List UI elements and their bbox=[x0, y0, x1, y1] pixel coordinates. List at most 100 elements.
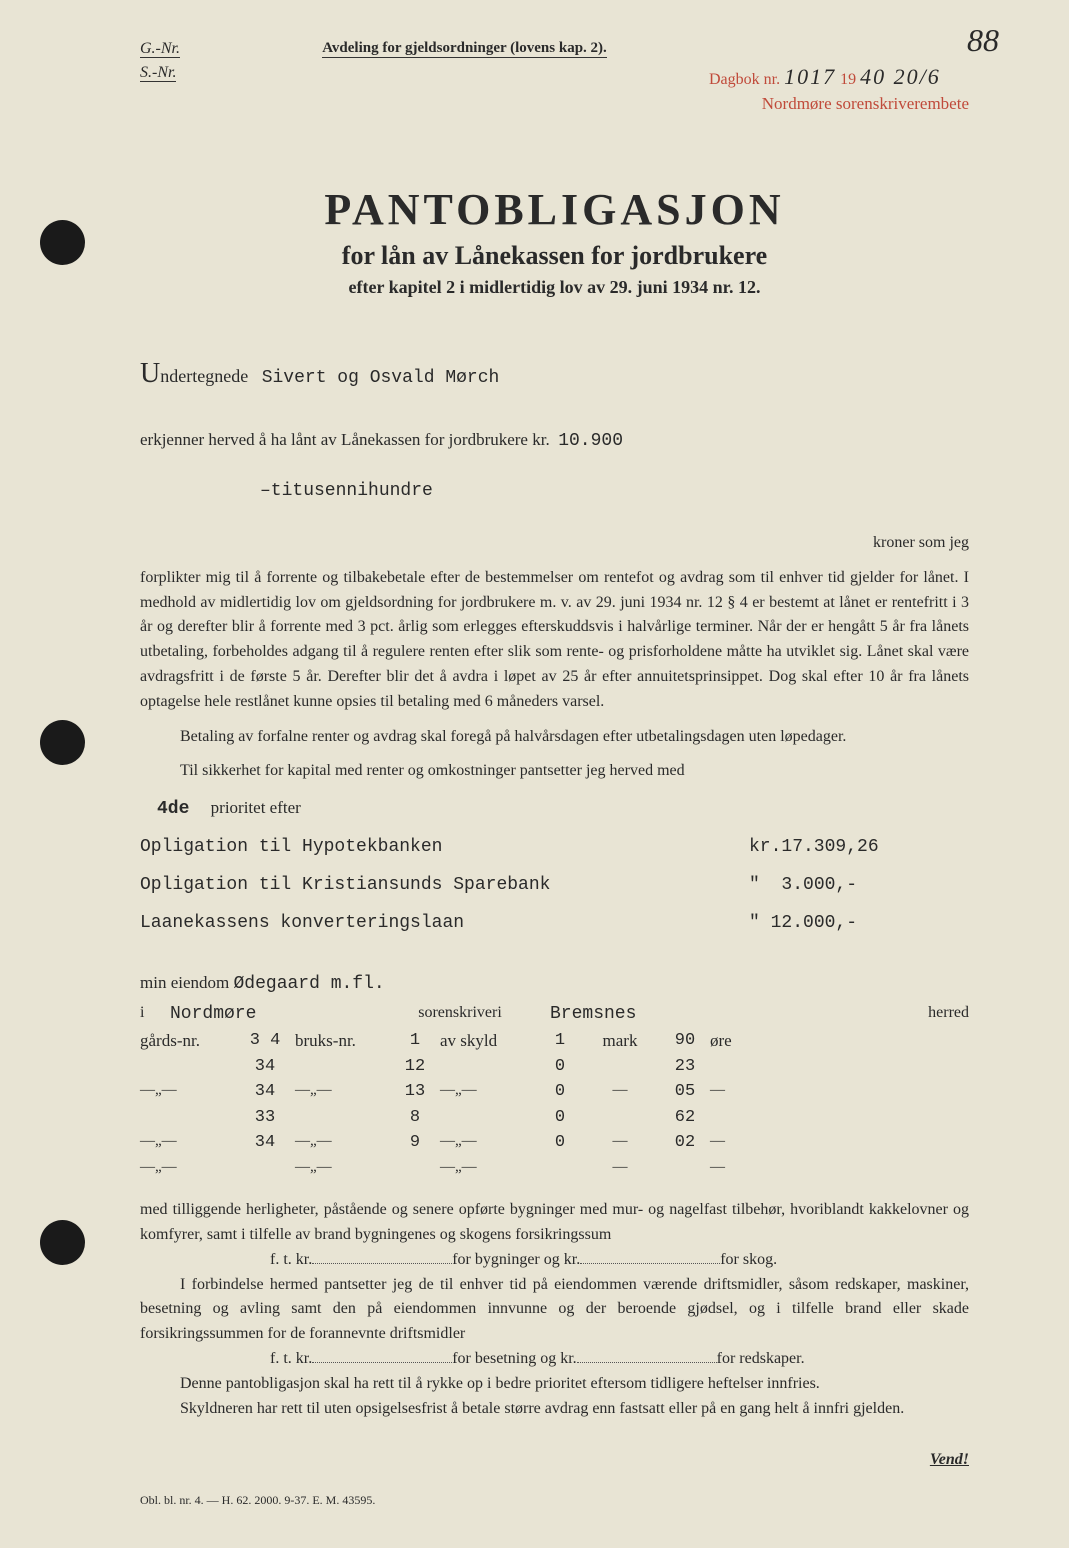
block2-p4: Skyldneren har rett til uten opsigelsesf… bbox=[140, 1397, 969, 1422]
skyld-val: 1 bbox=[540, 1028, 580, 1054]
mark-val: 62 bbox=[660, 1105, 710, 1131]
bruk-val: 12 bbox=[390, 1054, 440, 1080]
bruk-label: bruks-nr. bbox=[295, 1028, 390, 1054]
skyld-val: 0 bbox=[540, 1079, 580, 1105]
ditto: — bbox=[710, 1156, 770, 1179]
ditto: —„— bbox=[295, 1130, 390, 1156]
title-sub2: efter kapitel 2 i midlertidig lov av 29.… bbox=[140, 277, 969, 298]
body-para-2: Betaling av forfalne renter og avdrag sk… bbox=[140, 725, 969, 750]
herred-name: Bremsnes bbox=[550, 1004, 750, 1024]
ditto: — bbox=[580, 1156, 660, 1179]
amount-in-words: –titusennihundre bbox=[260, 481, 969, 501]
obligation-row: Opligation til Kristiansunds Sparebank "… bbox=[140, 875, 969, 895]
gard-val: 34 bbox=[235, 1054, 295, 1080]
block2-p2: I forbindelse hermed pantsetter jeg de t… bbox=[140, 1273, 969, 1347]
eiendom-line: min eiendom Ødegaard m.fl. bbox=[140, 973, 969, 994]
sorenskriver-stamp: Nordmøre sorenskriverembete bbox=[709, 94, 969, 114]
gard-val: 3 4 bbox=[235, 1028, 295, 1054]
gard-val: 34 bbox=[235, 1079, 295, 1105]
erkjenner-line: erkjenner herved å ha lånt av Lånekassen… bbox=[140, 430, 969, 451]
skyld-val: 0 bbox=[540, 1130, 580, 1156]
title-sub: for lån av Lånekassen for jordbrukere bbox=[140, 241, 969, 271]
block2-p3: Denne pantobligasjon skal ha rett til å … bbox=[140, 1372, 969, 1397]
herred-label: herred bbox=[750, 1004, 969, 1024]
skyld-val: 0 bbox=[540, 1054, 580, 1080]
ditto: —„— bbox=[140, 1079, 235, 1105]
ore-label: øre bbox=[710, 1028, 770, 1054]
region-name: Nordmøre bbox=[170, 1004, 370, 1024]
gard-val: 33 bbox=[235, 1105, 295, 1131]
skyld-val: 0 bbox=[540, 1105, 580, 1131]
undertegnede-label: ndertegnede bbox=[160, 366, 248, 386]
region-row: i Nordmøre sorenskriveri Bremsnes herred bbox=[140, 1004, 969, 1024]
signer-names: Sivert og Osvald Mørch bbox=[262, 368, 500, 388]
sorenskriveri-label: sorenskriveri bbox=[370, 1004, 550, 1024]
obligation-desc: Opligation til Hypotekbanken bbox=[140, 837, 749, 857]
property-name: Ødegaard m.fl. bbox=[233, 974, 384, 994]
besetning-label: for besetning og kr. bbox=[452, 1350, 576, 1367]
ditto: —„— bbox=[295, 1079, 390, 1105]
priority-label: prioritet efter bbox=[211, 798, 301, 817]
parcel-table: gårds-nr. 3 4 bruks-nr. 1 av skyld 1 mar… bbox=[140, 1028, 969, 1178]
header-center: Avdeling for gjeldsordninger (lovens kap… bbox=[322, 40, 607, 58]
ditto: — bbox=[710, 1079, 770, 1105]
obligation-amount: 17.309,26 bbox=[781, 837, 878, 857]
obligation-amount: 3.000,- bbox=[781, 875, 857, 895]
body-para-1: forplikter mig til å forrente og tilbake… bbox=[140, 566, 969, 715]
obligation-prefix: " bbox=[749, 875, 760, 895]
i-label: i bbox=[140, 1004, 170, 1024]
obligation-amount: 12.000,- bbox=[771, 913, 857, 933]
erkjenner-text: erkjenner herved å ha lånt av Lånekassen… bbox=[140, 430, 550, 449]
bygninger-label: for bygninger og kr. bbox=[452, 1251, 580, 1268]
ditto: —„— bbox=[295, 1156, 390, 1179]
kroner-som-jeg: kroner som jeg bbox=[140, 531, 969, 556]
title-block: PANTOBLIGASJON for lån av Lånekassen for… bbox=[140, 184, 969, 298]
g-nr-label: G.-Nr. bbox=[140, 40, 180, 58]
ditto: — bbox=[710, 1130, 770, 1156]
vend-label: Vend! bbox=[140, 1451, 969, 1469]
dotted-field bbox=[312, 1349, 452, 1363]
obligation-prefix: kr. bbox=[749, 837, 781, 857]
dagbok-year-prefix: 19 bbox=[840, 71, 856, 88]
mark-label: mark bbox=[580, 1028, 660, 1054]
dagbok-label: Dagbok nr. bbox=[709, 71, 780, 88]
obligation-desc: Laanekassens konverteringslaan bbox=[140, 913, 749, 933]
undertegnede-line: Undertegnede Sivert og Osvald Mørch bbox=[140, 358, 969, 390]
obligation-desc: Opligation til Kristiansunds Sparebank bbox=[140, 875, 749, 895]
gard-label: gårds-nr. bbox=[140, 1028, 235, 1054]
ditto: —„— bbox=[140, 1130, 235, 1156]
dotted-field bbox=[312, 1250, 452, 1264]
priority-line: 4de prioritet efter bbox=[140, 798, 969, 819]
dagbok-date: 40 20/6 bbox=[860, 64, 941, 89]
bruk-val: 1 bbox=[390, 1028, 440, 1054]
bruk-val: 8 bbox=[390, 1105, 440, 1131]
redskaper-label: for redskaper. bbox=[717, 1350, 805, 1367]
dotted-field bbox=[577, 1349, 717, 1363]
body-block-2: med tilliggende herligheter, påstående o… bbox=[140, 1198, 969, 1421]
obligation-prefix: " bbox=[749, 913, 760, 933]
priority-num: 4de bbox=[157, 799, 189, 819]
loan-amount: 10.900 bbox=[558, 431, 623, 451]
mark-val: 05 bbox=[660, 1079, 710, 1105]
obligation-row: Opligation til Hypotekbanken kr.17.309,2… bbox=[140, 837, 969, 857]
skog-label: for skog. bbox=[720, 1251, 777, 1268]
body-para-3: Til sikkerhet for kapital med renter og … bbox=[140, 759, 969, 784]
eiendom-label: min eiendom bbox=[140, 973, 229, 992]
s-nr-label: S.-Nr. bbox=[140, 64, 176, 82]
obligation-row: Laanekassens konverteringslaan " 12.000,… bbox=[140, 913, 969, 933]
skyld-label: av skyld bbox=[440, 1028, 540, 1054]
bruk-val: 9 bbox=[390, 1130, 440, 1156]
ditto: —„— bbox=[440, 1079, 540, 1105]
ditto: — bbox=[580, 1130, 660, 1156]
block2-p1: med tilliggende herligheter, påstående o… bbox=[140, 1198, 969, 1248]
ftk-label: f. t. kr. bbox=[270, 1251, 312, 1268]
bruk-val: 13 bbox=[390, 1079, 440, 1105]
gard-val: 34 bbox=[235, 1130, 295, 1156]
ditto: —„— bbox=[440, 1156, 540, 1179]
mark-val: 02 bbox=[660, 1130, 710, 1156]
footer-code: Obl. bl. nr. 4. — H. 62. 2000. 9-37. E. … bbox=[140, 1493, 969, 1508]
undertegnede-initial: U bbox=[140, 358, 160, 389]
mark-val: 90 bbox=[660, 1028, 710, 1054]
ditto: —„— bbox=[440, 1130, 540, 1156]
ditto: —„— bbox=[140, 1156, 235, 1179]
